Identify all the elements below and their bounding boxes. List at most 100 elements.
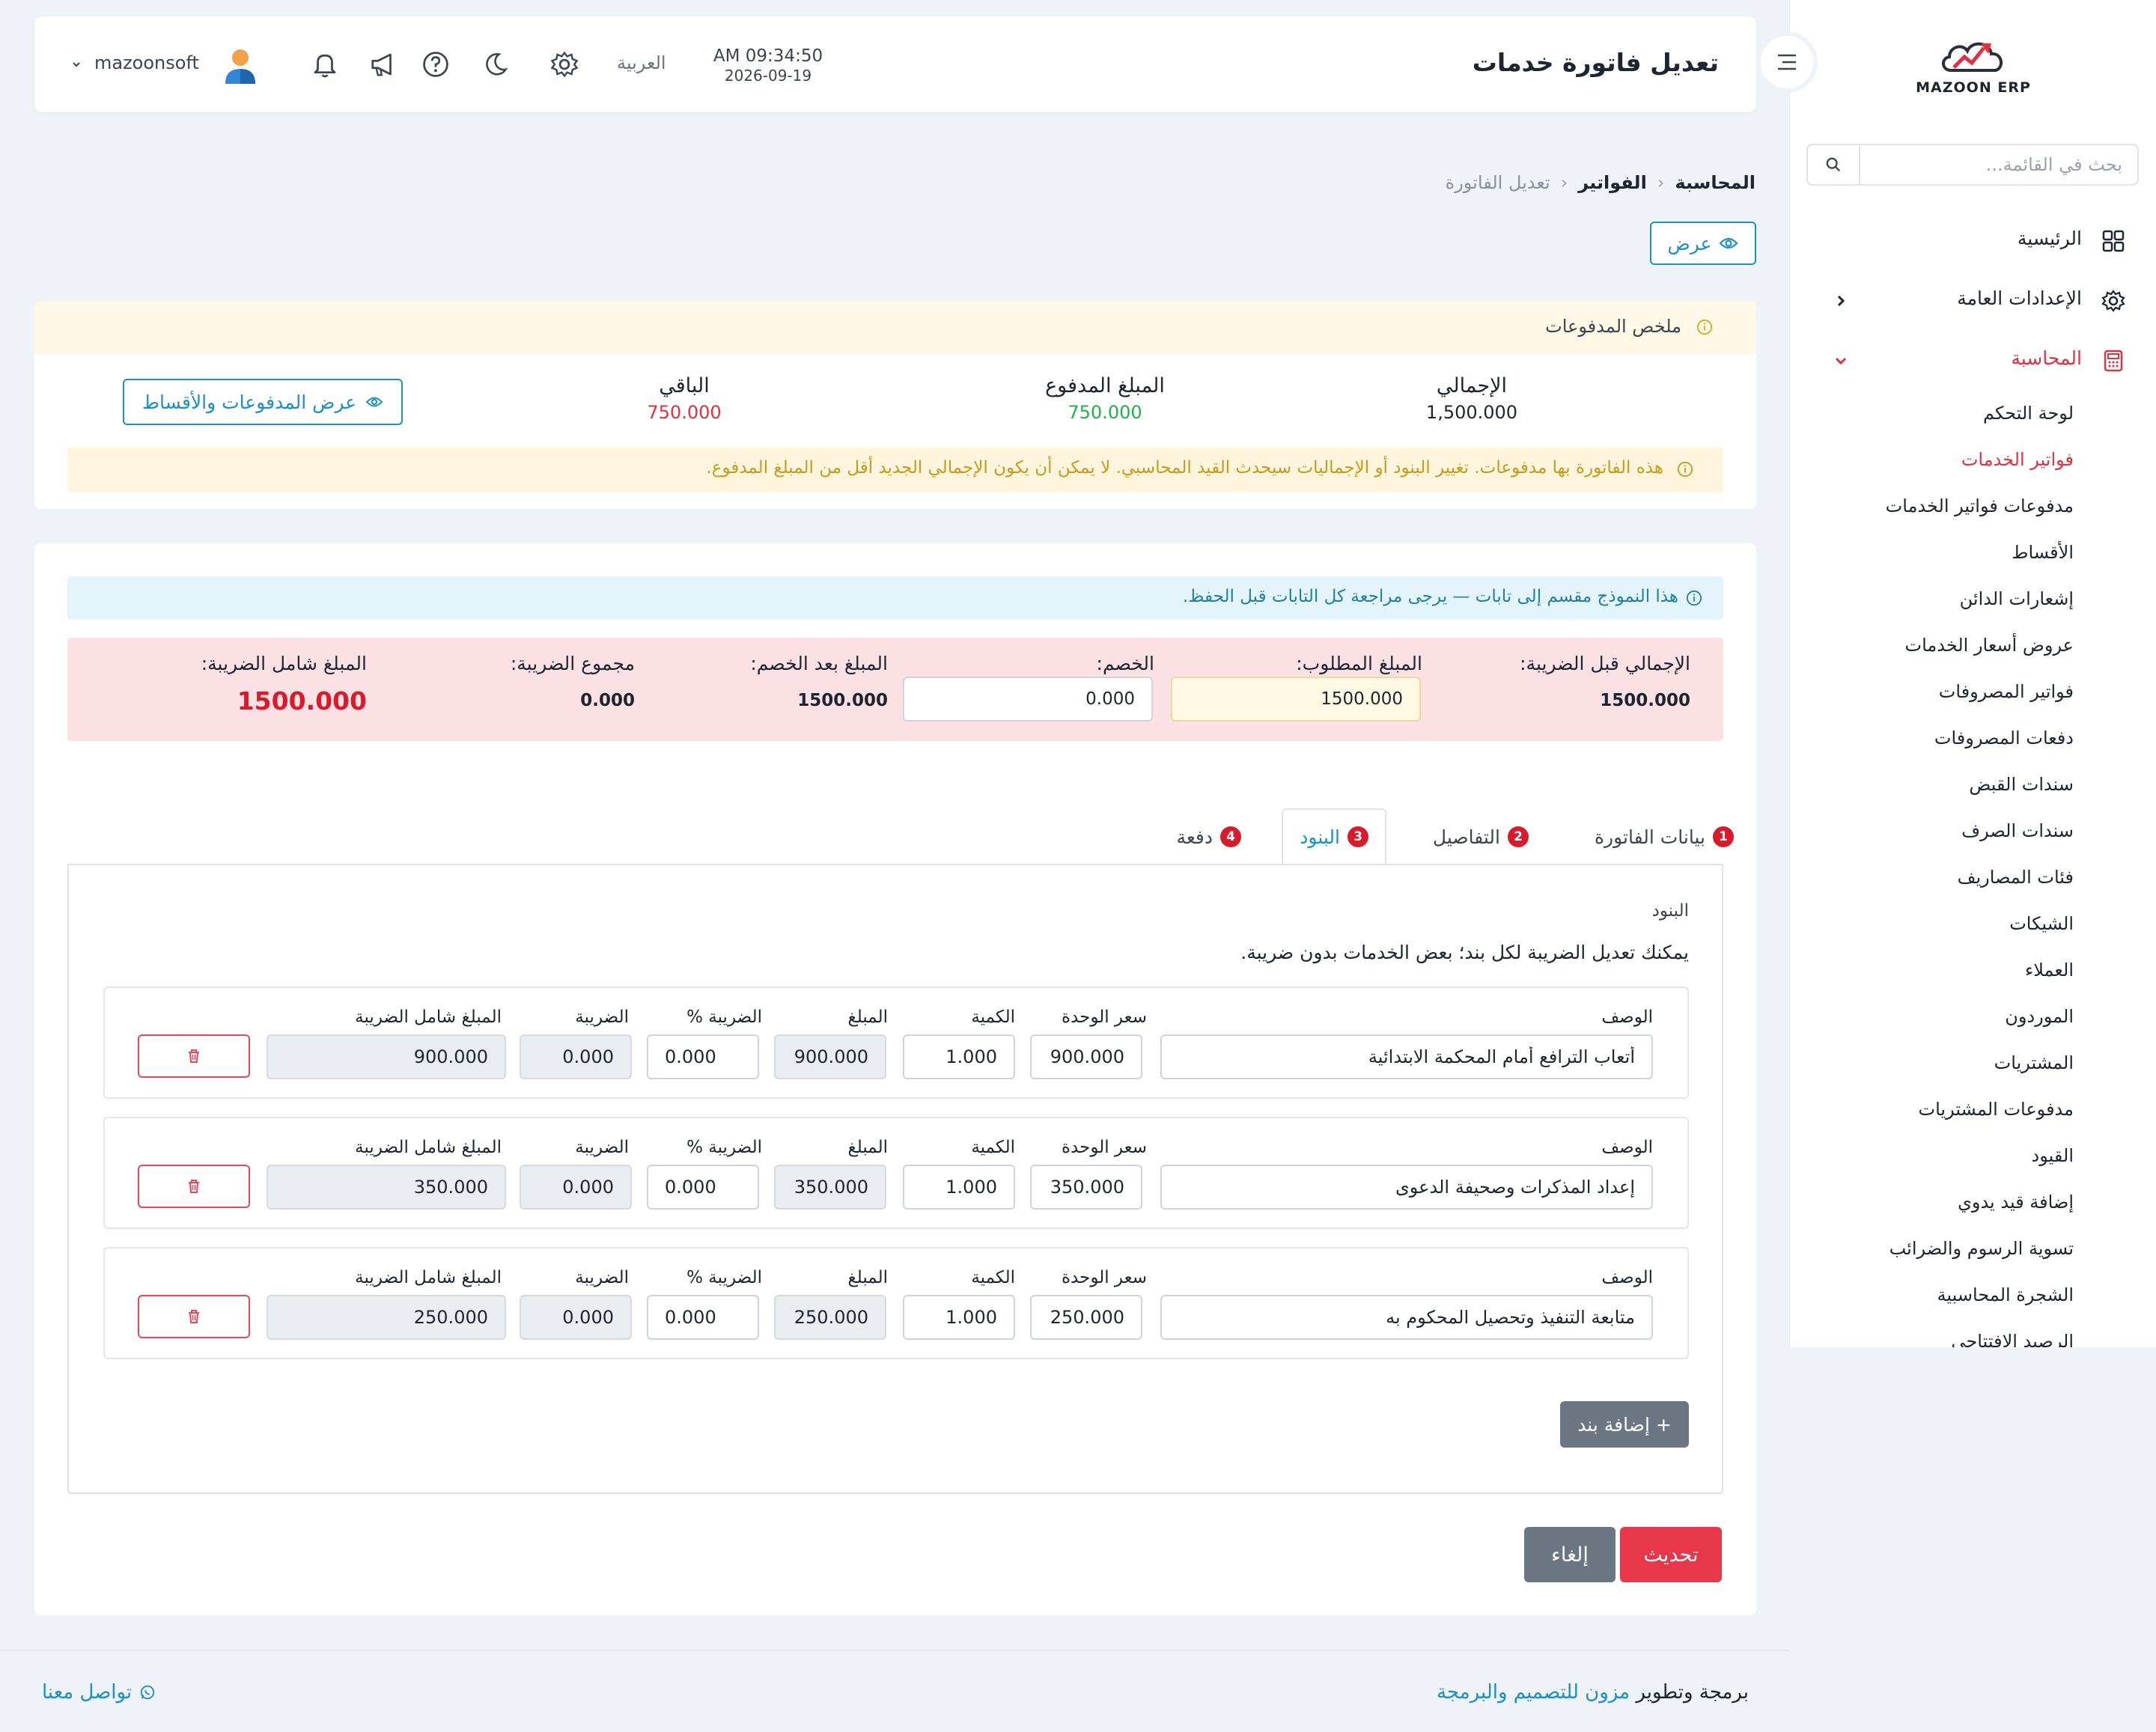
total-with-tax-label: المبلغ شامل الضريبة	[355, 1268, 502, 1287]
sidebar-sub-item[interactable]: سندات القبض	[1969, 774, 2074, 795]
tab-label: دفعة	[1176, 826, 1213, 848]
view-button[interactable]: عرض	[1650, 222, 1756, 265]
sidebar-toggle-button[interactable]	[1756, 31, 1818, 93]
required-amount-input[interactable]	[1171, 677, 1421, 722]
sidebar-search	[1806, 144, 2139, 186]
trash-icon	[189, 1180, 199, 1193]
sidebar-item-accounting[interactable]: المحاسبة	[1790, 338, 2156, 383]
sidebar-item-home[interactable]: الرئيسية	[1790, 219, 2156, 263]
item-description-input[interactable]	[1160, 1034, 1653, 1079]
tax-total-group: مجموع الضريبة: 0.000	[511, 653, 635, 710]
language-switch[interactable]: العربية	[617, 52, 666, 73]
megaphone-icon[interactable]	[367, 48, 400, 81]
sidebar-sub-item-active[interactable]: فواتير الخدمات	[1961, 449, 2074, 470]
items-section-title: البنود	[1651, 901, 1689, 921]
delete-item-button[interactable]	[138, 1034, 250, 1078]
subtotal-group: الإجمالي قبل الضريبة: 1500.000	[1520, 653, 1690, 710]
sidebar-sub-item[interactable]: فئات المصاريف	[1957, 867, 2074, 888]
item-tax-percent-input[interactable]	[647, 1034, 759, 1079]
discount-input[interactable]	[903, 677, 1153, 722]
sidebar-sub-item[interactable]: تسوية الرسوم والضرائب	[1889, 1238, 2074, 1259]
sidebar-item-general-settings[interactable]: الإعدادات العامة	[1790, 278, 2156, 323]
info-icon	[1686, 590, 1702, 606]
delete-item-button[interactable]	[138, 1295, 250, 1338]
tax-total-label: مجموع الضريبة:	[510, 653, 635, 674]
item-tax-percent-input[interactable]	[647, 1295, 759, 1340]
view-payments-installments-button[interactable]: عرض المدفوعات والأقساط	[123, 379, 403, 425]
sidebar-sub-item[interactable]: إضافة قيد يدوي	[1958, 1192, 2074, 1213]
item-description-input[interactable]	[1160, 1165, 1653, 1210]
after-discount-label: المبلغ بعد الخصم:	[750, 653, 888, 674]
required-amount-group: المبلغ المطلوب:	[1296, 653, 1422, 674]
item-quantity-input[interactable]	[903, 1295, 1015, 1340]
sidebar-sub-item[interactable]: الرصيد الافتتاحي	[1951, 1331, 2074, 1347]
delete-item-button[interactable]	[138, 1165, 250, 1208]
sidebar-sub-item[interactable]: مدفوعات فواتير الخدمات	[1885, 495, 2074, 516]
sidebar-sub-item[interactable]: سندات الصرف	[1961, 820, 2074, 841]
settings-icon[interactable]	[548, 48, 581, 81]
sidebar-sub-item[interactable]: الموردون	[2005, 1006, 2074, 1027]
gear-icon	[2101, 290, 2125, 312]
form-tabs: 1 بيانات الفاتورة 2 التفاصيل 3 البنود 4 …	[34, 808, 1756, 865]
add-item-button[interactable]: + إضافة بند	[1560, 1401, 1689, 1448]
help-icon[interactable]	[419, 48, 452, 81]
sidebar-sub-item[interactable]: المشتريات	[1994, 1052, 2074, 1073]
sidebar-sub-item[interactable]: مدفوعات المشتريات	[1918, 1099, 2074, 1120]
sidebar-sub-item[interactable]: الشجرة المحاسبية	[1937, 1284, 2074, 1305]
sidebar-sub-item[interactable]: الأقساط	[2012, 542, 2074, 563]
item-quantity-input[interactable]	[903, 1165, 1015, 1210]
cancel-button[interactable]: إلغاء	[1524, 1527, 1616, 1582]
update-button[interactable]: تحديث	[1620, 1527, 1722, 1582]
info-icon	[1696, 319, 1713, 335]
contact-us-label: تواصل معنا	[42, 1681, 133, 1704]
clock: AM 09:34:50 2026-09-19	[708, 46, 828, 85]
item-description-input[interactable]	[1160, 1295, 1653, 1340]
breadcrumb-item[interactable]: المحاسبة	[1675, 172, 1755, 193]
search-icon[interactable]	[1808, 145, 1860, 184]
sidebar-sub-item[interactable]: إشعارات الدائن	[1959, 588, 2074, 609]
summary-total: الإجمالي 1,500.000	[1382, 374, 1562, 423]
tab-details[interactable]: 2 التفاصيل	[1416, 808, 1545, 865]
description-label: الوصف	[1601, 1268, 1653, 1287]
tab-label: البنود	[1300, 826, 1340, 848]
amount-label: المبلغ	[847, 1007, 889, 1027]
menu-icon	[1778, 54, 1796, 70]
sidebar-sub-item[interactable]: العملاء	[2024, 960, 2074, 981]
unit-price-label: سعر الوحدة	[1062, 1138, 1147, 1157]
tab-items[interactable]: 3 البنود	[1282, 808, 1386, 865]
grand-total-label: المبلغ شامل الضريبة:	[201, 653, 367, 674]
footer-credit-link[interactable]: مزون للتصميم والبرمجة	[1436, 1681, 1630, 1704]
sidebar-sub-item[interactable]: لوحة التحكم	[1983, 403, 2074, 424]
user-name[interactable]: mazoonsoft	[94, 52, 199, 73]
avatar[interactable]	[222, 46, 259, 85]
view-payments-label: عرض المدفوعات والأقساط	[141, 391, 357, 413]
breadcrumb-separator: ‹	[1657, 172, 1665, 193]
chevron-down-icon[interactable]	[70, 58, 82, 70]
breadcrumb-item[interactable]: الفواتير	[1578, 172, 1647, 193]
footer-credit-prefix: برمجة وتطوير	[1636, 1681, 1749, 1704]
footer-credit: برمجة وتطوير مزون للتصميم والبرمجة	[1437, 1681, 1749, 1704]
grand-total-value: 1500.000	[237, 686, 367, 716]
item-unit-price-input[interactable]	[1030, 1165, 1142, 1210]
dark-mode-moon-icon[interactable]	[479, 48, 512, 81]
logo[interactable]: MAZOON ERP	[1913, 33, 2033, 100]
contact-us-link[interactable]: تواصل معنا	[42, 1681, 156, 1704]
item-unit-price-input[interactable]	[1030, 1034, 1142, 1079]
bell-icon[interactable]	[308, 48, 341, 81]
item-quantity-input[interactable]	[903, 1034, 1015, 1079]
payments-summary-title: ملخص المدفوعات	[1545, 316, 1681, 337]
item-unit-price-input[interactable]	[1030, 1295, 1142, 1340]
item-tax-percent-input[interactable]	[647, 1165, 759, 1210]
sidebar-sub-item[interactable]: دفعات المصروفات	[1934, 728, 2074, 748]
tab-invoice-data[interactable]: 1 بيانات الفاتورة	[1578, 808, 1750, 865]
sidebar: MAZOON ERP الرئيسية الإعدادات العامة الم…	[1789, 0, 2156, 1347]
sidebar-sub-item[interactable]: عروض أسعار الخدمات	[1904, 635, 2074, 656]
after-discount-group: المبلغ بعد الخصم: 1500.000	[750, 653, 888, 710]
sidebar-sub-item[interactable]: القيود	[2031, 1145, 2074, 1166]
sidebar-sub-item[interactable]: الشيكات	[2009, 913, 2074, 934]
calculator-icon	[2104, 350, 2123, 372]
sidebar-search-input[interactable]	[1868, 150, 2122, 180]
sidebar-sub-item[interactable]: فواتير المصروفات	[1938, 681, 2074, 702]
tab-payment[interactable]: 4 دفعة	[1160, 808, 1258, 865]
required-amount-label: المبلغ المطلوب:	[1296, 653, 1422, 674]
